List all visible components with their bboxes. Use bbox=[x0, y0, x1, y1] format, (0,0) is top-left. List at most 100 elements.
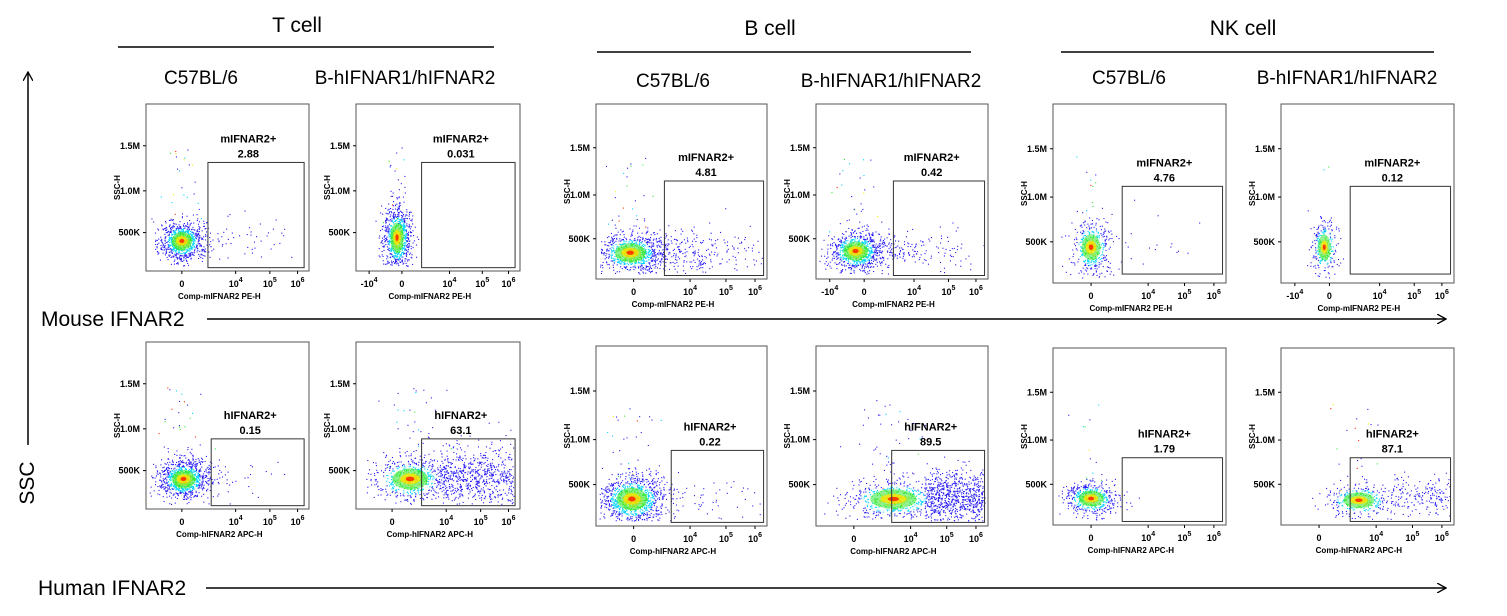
event-point bbox=[171, 234, 173, 236]
event-point bbox=[1342, 258, 1344, 260]
event-point bbox=[839, 254, 841, 256]
event-point bbox=[850, 269, 852, 271]
event-point bbox=[183, 489, 185, 491]
event-point bbox=[169, 495, 171, 497]
event-point bbox=[869, 243, 871, 245]
event-point bbox=[1171, 243, 1173, 245]
event-point bbox=[384, 235, 386, 237]
event-point bbox=[399, 205, 401, 207]
event-point bbox=[190, 489, 192, 491]
event-point bbox=[402, 251, 404, 253]
event-point bbox=[877, 216, 879, 218]
event-point bbox=[835, 251, 837, 253]
event-point bbox=[402, 196, 404, 198]
event-point bbox=[1080, 238, 1082, 240]
event-point bbox=[1091, 202, 1093, 204]
event-point bbox=[675, 255, 677, 257]
event-point bbox=[710, 239, 712, 241]
event-point bbox=[663, 268, 665, 270]
event-point bbox=[181, 229, 183, 231]
event-point bbox=[880, 251, 882, 253]
event-point bbox=[1314, 265, 1316, 267]
event-point bbox=[178, 224, 180, 226]
event-point bbox=[1331, 221, 1333, 223]
event-point bbox=[390, 220, 392, 222]
event-point bbox=[724, 242, 726, 244]
event-point bbox=[645, 241, 647, 243]
event-point bbox=[845, 236, 847, 238]
event-point bbox=[1316, 239, 1318, 241]
event-point bbox=[716, 255, 718, 257]
event-point bbox=[404, 225, 406, 227]
event-point bbox=[754, 264, 756, 266]
event-point bbox=[827, 253, 829, 255]
event-point bbox=[183, 401, 185, 403]
event-point bbox=[859, 262, 861, 264]
event-point bbox=[404, 175, 406, 177]
event-point bbox=[391, 218, 393, 220]
event-point bbox=[183, 257, 185, 259]
event-point bbox=[383, 263, 385, 265]
event-point bbox=[405, 255, 407, 257]
y-tick-label: 1.0M bbox=[570, 190, 590, 200]
event-point bbox=[1105, 244, 1107, 246]
event-point bbox=[878, 244, 880, 246]
event-point bbox=[186, 230, 188, 232]
event-point bbox=[1092, 231, 1094, 233]
event-point bbox=[1318, 225, 1320, 227]
event-point bbox=[843, 261, 845, 263]
x-tick-label: 105 bbox=[263, 277, 277, 289]
event-point bbox=[164, 237, 166, 239]
event-point bbox=[193, 242, 195, 244]
event-point bbox=[601, 241, 603, 243]
x-axis-label: Comp-mIFNAR2 PE-H bbox=[1318, 304, 1401, 313]
event-point bbox=[159, 485, 161, 487]
event-point bbox=[680, 242, 682, 244]
event-point bbox=[1330, 217, 1332, 219]
event-point bbox=[186, 256, 188, 258]
event-point bbox=[683, 270, 685, 272]
event-point bbox=[169, 224, 171, 226]
event-point bbox=[1332, 246, 1334, 248]
event-point bbox=[1320, 216, 1322, 218]
event-point bbox=[189, 233, 191, 235]
event-point bbox=[390, 249, 392, 251]
event-point bbox=[656, 259, 658, 261]
event-point bbox=[854, 267, 856, 269]
event-point bbox=[164, 238, 166, 240]
event-point bbox=[645, 269, 647, 271]
event-point bbox=[181, 491, 183, 493]
event-point bbox=[874, 259, 876, 261]
event-point bbox=[1082, 230, 1084, 232]
event-point bbox=[1330, 261, 1332, 263]
event-point bbox=[1109, 273, 1111, 275]
event-point bbox=[180, 463, 182, 465]
event-point bbox=[830, 267, 832, 269]
event-point bbox=[249, 227, 251, 229]
event-point bbox=[1102, 243, 1104, 245]
event-point bbox=[911, 243, 913, 245]
event-point bbox=[385, 222, 387, 224]
event-point bbox=[878, 250, 880, 252]
event-point bbox=[183, 265, 185, 267]
event-point bbox=[953, 247, 955, 249]
event-point bbox=[660, 253, 662, 255]
event-point bbox=[202, 489, 204, 491]
event-point bbox=[616, 238, 618, 240]
event-point bbox=[859, 232, 861, 234]
event-point bbox=[220, 471, 222, 473]
event-point bbox=[164, 490, 166, 492]
event-point bbox=[883, 259, 885, 261]
event-point bbox=[852, 260, 854, 262]
event-point bbox=[641, 265, 643, 267]
event-point bbox=[1076, 242, 1078, 244]
event-point bbox=[872, 246, 874, 248]
event-point bbox=[169, 248, 171, 250]
event-point bbox=[869, 253, 871, 255]
event-point bbox=[616, 234, 618, 236]
event-point bbox=[1095, 270, 1097, 272]
event-point bbox=[604, 258, 606, 260]
event-point bbox=[185, 255, 187, 257]
event-point bbox=[187, 230, 189, 232]
tick-exponent: 4 bbox=[917, 285, 921, 292]
